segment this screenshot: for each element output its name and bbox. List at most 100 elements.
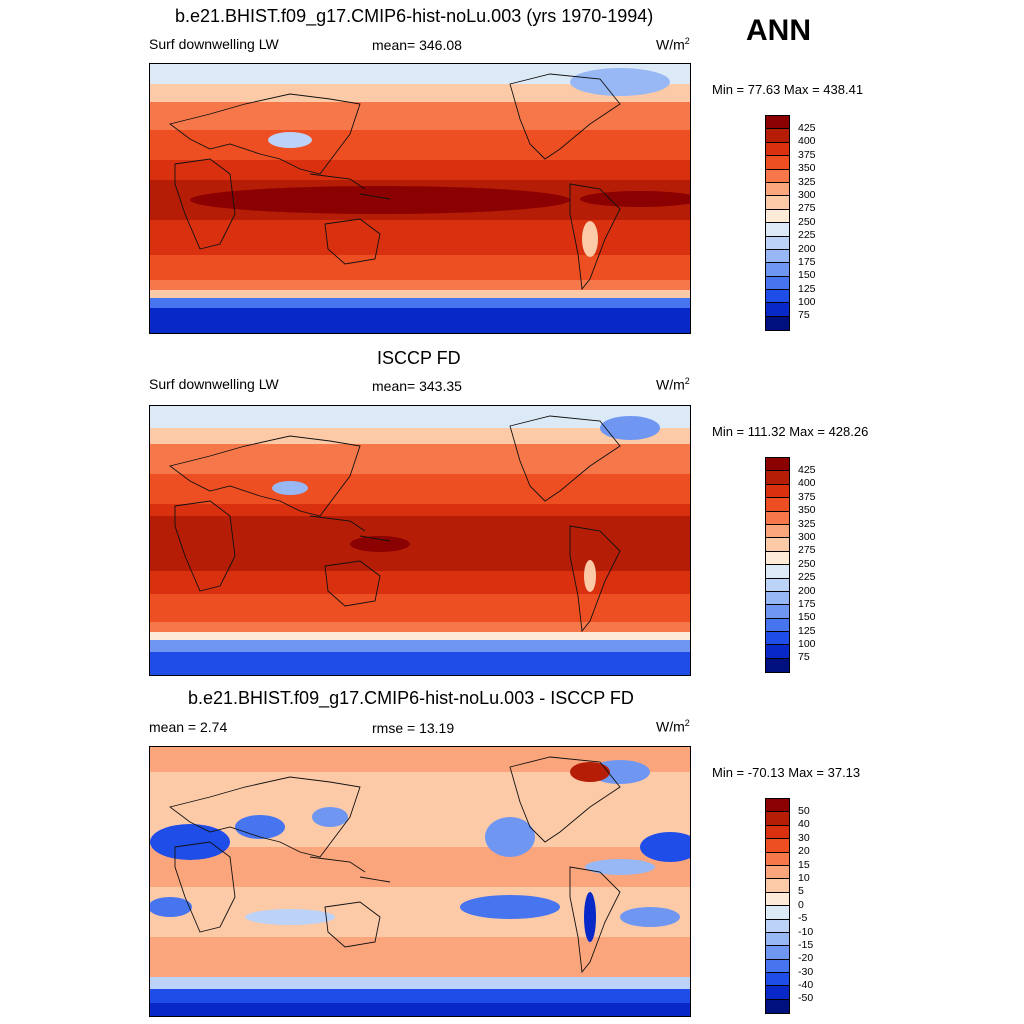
colorbar-tick-label: 275 xyxy=(798,544,816,557)
colorbar-swatch xyxy=(766,551,789,566)
panel-2-colorbar-ticks: 425 400 375 350 325 300 275 250 225 200 … xyxy=(798,464,816,665)
colorbar-swatch xyxy=(766,142,789,157)
colorbar-swatch xyxy=(766,658,789,673)
panel-1-unit-label: W/m2 xyxy=(656,36,690,53)
colorbar-tick-label: -15 xyxy=(798,938,814,951)
colorbar-tick-label: 200 xyxy=(798,584,816,597)
colorbar-tick-label: -30 xyxy=(798,965,814,978)
panel-3-map xyxy=(149,746,691,1017)
colorbar-swatch xyxy=(766,524,789,539)
panel-3-colorbar xyxy=(765,798,790,1015)
colorbar-swatch xyxy=(766,839,789,853)
colorbar-swatch xyxy=(766,290,789,304)
colorbar-swatch xyxy=(766,865,789,880)
colorbar-tick-label: 250 xyxy=(798,215,816,228)
panel-3-mean-label: mean = 2.74 xyxy=(149,719,228,735)
panel-1-minmax: Min = 77.63 Max = 438.41 xyxy=(712,82,864,97)
colorbar-tick-label: -20 xyxy=(798,952,814,965)
panel-2-map xyxy=(149,405,691,676)
colorbar-swatch xyxy=(766,578,789,592)
colorbar-swatch xyxy=(766,196,789,210)
colorbar-tick-label: 0 xyxy=(798,898,804,911)
colorbar-swatch xyxy=(766,276,789,291)
colorbar-swatch xyxy=(766,618,789,633)
colorbar-swatch xyxy=(766,223,789,237)
colorbar-tick-label: 100 xyxy=(798,296,816,309)
colorbar-swatch xyxy=(766,946,789,960)
colorbar-tick-label: 225 xyxy=(798,229,816,242)
panel-3-rmse-label: rmse = 13.19 xyxy=(372,720,455,736)
panel-2-mean-label: mean= 343.35 xyxy=(372,378,462,394)
colorbar-swatch xyxy=(766,973,789,987)
colorbar-swatch xyxy=(766,852,789,866)
colorbar-tick-label: 125 xyxy=(798,624,816,637)
colorbar-swatch xyxy=(766,986,789,1000)
colorbar-swatch xyxy=(766,249,789,264)
panel-3-colorbar-ticks: 50 40 30 20 15 10 5 0 -5 -10 -15 -20 -30… xyxy=(798,805,813,1006)
colorbar-swatch xyxy=(766,511,789,525)
colorbar-tick-label: 300 xyxy=(798,530,816,543)
colorbar-swatch xyxy=(766,209,789,224)
colorbar-tick-label: 400 xyxy=(798,477,816,490)
colorbar-tick-label: 375 xyxy=(798,490,816,503)
colorbar-swatch xyxy=(766,484,789,499)
panel-1-variable-label: Surf downwelling LW xyxy=(149,36,279,52)
panel-3-unit-label: W/m2 xyxy=(656,718,690,735)
colorbar-swatch xyxy=(766,565,789,579)
colorbar-swatch xyxy=(766,471,789,485)
panel-2-minmax: Min = 111.32 Max = 428.26 xyxy=(712,424,869,439)
colorbar-tick-label: 350 xyxy=(798,504,816,517)
colorbar-tick-label: 375 xyxy=(798,148,816,161)
colorbar-swatch xyxy=(766,812,789,826)
colorbar-swatch xyxy=(766,169,789,183)
panel-3-title: b.e21.BHIST.f09_g17.CMIP6-hist-noLu.003 … xyxy=(188,688,634,708)
colorbar-tick-label: 175 xyxy=(798,255,816,268)
colorbar-tick-label: 15 xyxy=(798,858,810,871)
panel-2-unit-label: W/m2 xyxy=(656,376,690,393)
colorbar-tick-label: 30 xyxy=(798,831,810,844)
colorbar-swatch xyxy=(766,303,789,317)
colorbar-tick-label: 75 xyxy=(798,309,810,322)
colorbar-swatch xyxy=(766,129,789,143)
colorbar-tick-label: -5 xyxy=(798,912,808,925)
colorbar-swatch xyxy=(766,316,789,331)
colorbar-tick-label: 325 xyxy=(798,175,816,188)
colorbar-swatch xyxy=(766,632,789,646)
colorbar-swatch xyxy=(766,498,789,512)
panel-2-variable-label: Surf downwelling LW xyxy=(149,376,279,392)
season-label: ANN xyxy=(746,14,811,47)
colorbar-swatch xyxy=(766,645,789,659)
colorbar-tick-label: -50 xyxy=(798,992,814,1005)
colorbar-tick-label: 250 xyxy=(798,557,816,570)
colorbar-swatch xyxy=(766,799,789,813)
colorbar-swatch xyxy=(766,892,789,907)
panel-1-colorbar xyxy=(765,115,790,332)
colorbar-tick-label: 300 xyxy=(798,188,816,201)
colorbar-tick-label: 10 xyxy=(798,871,810,884)
panel-1-colorbar-ticks: 425 400 375 350 325 300 275 250 225 200 … xyxy=(798,122,816,323)
colorbar-tick-label: 275 xyxy=(798,202,816,215)
colorbar-tick-label: -10 xyxy=(798,925,814,938)
colorbar-swatch xyxy=(766,591,789,606)
panel-1-mean-label: mean= 346.08 xyxy=(372,37,462,53)
colorbar-swatch xyxy=(766,825,789,840)
panel-3-minmax: Min = -70.13 Max = 37.13 xyxy=(712,765,861,780)
colorbar-tick-label: 325 xyxy=(798,517,816,530)
colorbar-tick-label: 100 xyxy=(798,638,816,651)
colorbar-swatch xyxy=(766,156,789,170)
colorbar-swatch xyxy=(766,538,789,552)
panel-2-title: ISCCP FD xyxy=(377,348,461,368)
colorbar-swatch xyxy=(766,959,789,974)
colorbar-swatch xyxy=(766,919,789,933)
colorbar-tick-label: -40 xyxy=(798,979,814,992)
colorbar-tick-label: 150 xyxy=(798,611,816,624)
colorbar-swatch xyxy=(766,999,789,1014)
colorbar-swatch xyxy=(766,605,789,619)
colorbar-tick-label: 200 xyxy=(798,242,816,255)
colorbar-tick-label: 5 xyxy=(798,885,804,898)
colorbar-tick-label: 20 xyxy=(798,845,810,858)
colorbar-swatch xyxy=(766,236,789,250)
colorbar-tick-label: 350 xyxy=(798,162,816,175)
colorbar-tick-label: 75 xyxy=(798,651,810,664)
colorbar-tick-label: 175 xyxy=(798,597,816,610)
